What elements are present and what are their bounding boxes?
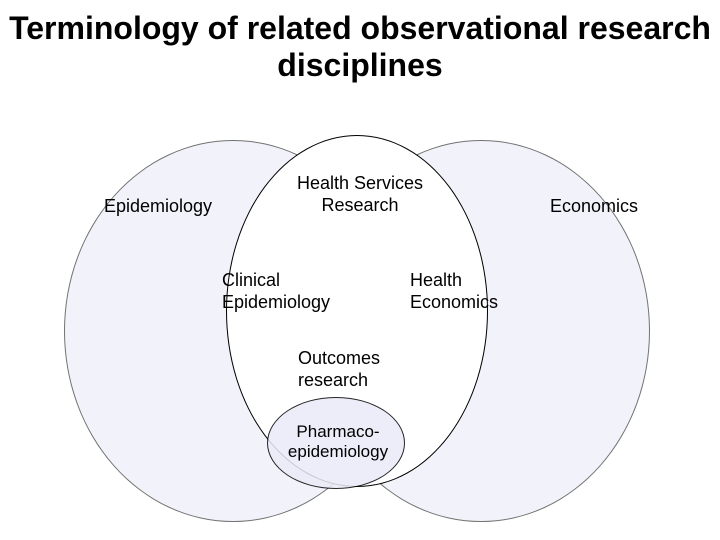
- clinical-epi-label: Clinical Epidemiology: [222, 270, 352, 313]
- hsr-label: Health Services Research: [280, 173, 440, 216]
- economics-label: Economics: [550, 196, 670, 218]
- epidemiology-label: Epidemiology: [104, 196, 234, 218]
- pharmaco-label: Pharmaco-epidemiology: [278, 422, 398, 463]
- slide: Terminology of related observational res…: [0, 0, 720, 540]
- health-econ-label: Health Economics: [410, 270, 530, 313]
- outcomes-label: Outcomes research: [298, 348, 408, 391]
- venn-diagram: Epidemiology Health Services Research Econ…: [0, 0, 720, 540]
